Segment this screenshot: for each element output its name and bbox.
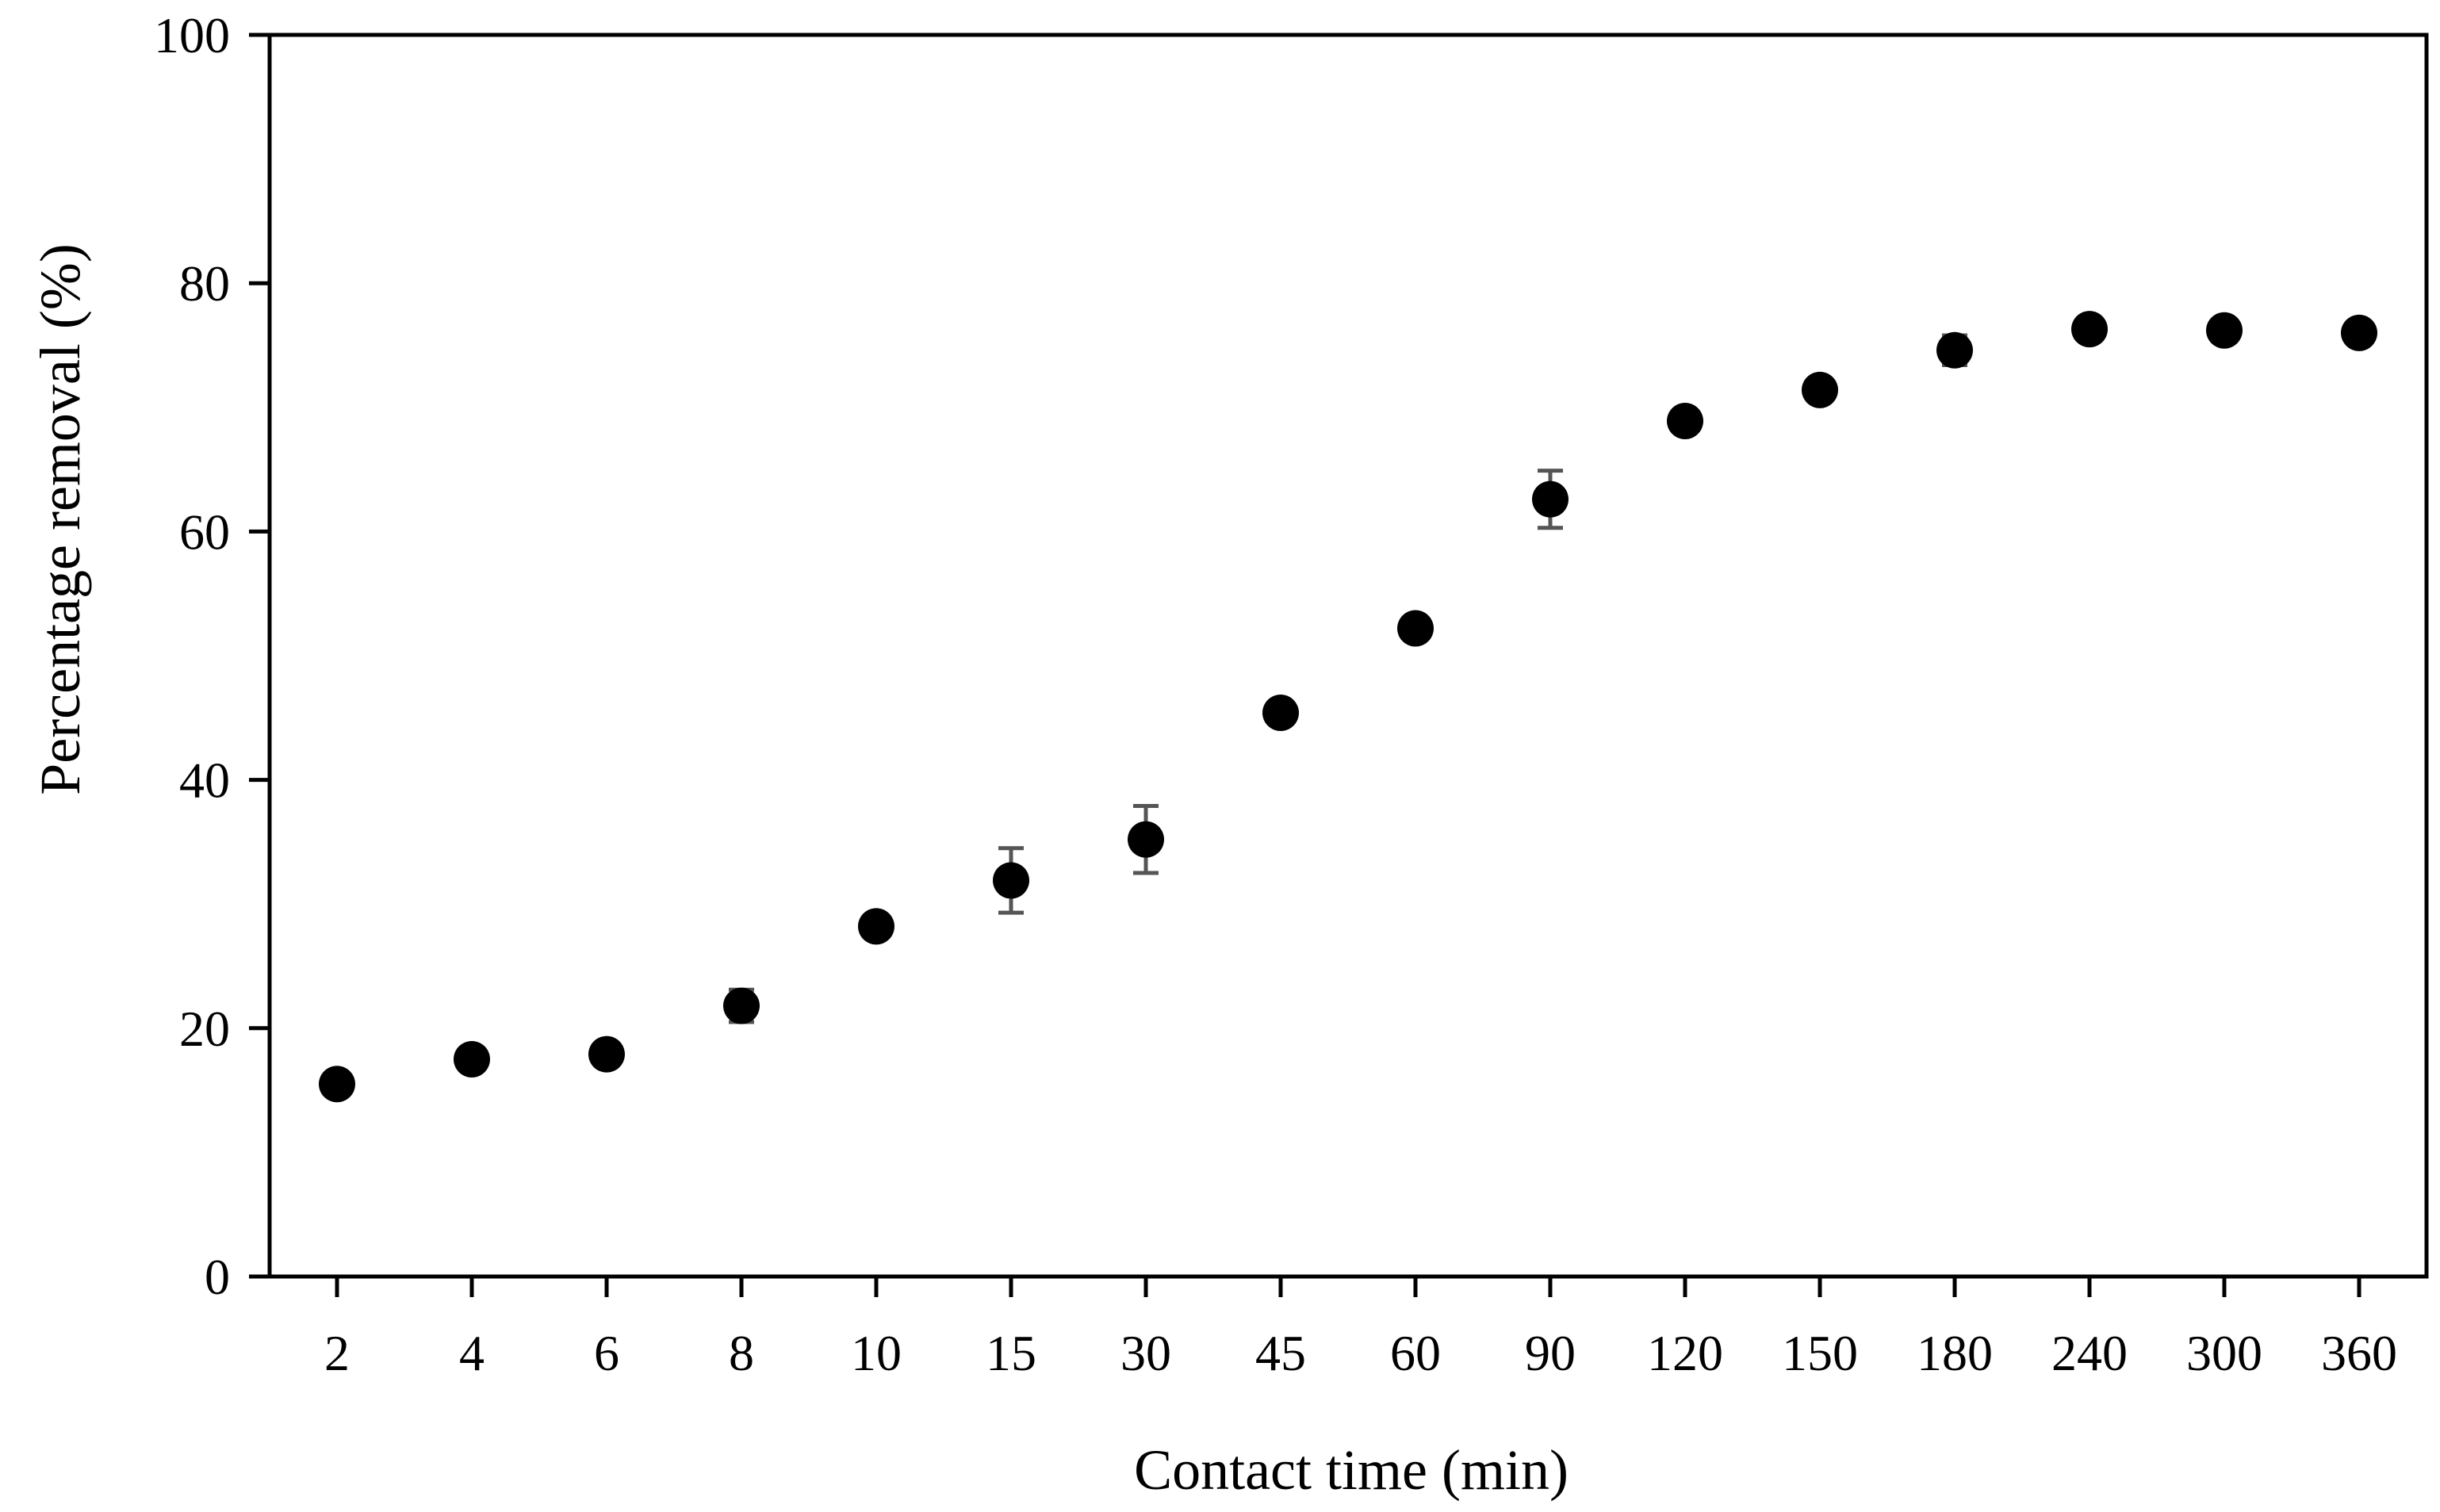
- x-tick-label: 180: [1917, 1325, 1993, 1381]
- data-point: [1532, 480, 1569, 518]
- x-tick-label: 45: [1255, 1325, 1306, 1381]
- data-point: [858, 908, 894, 945]
- y-tick-label: 0: [205, 1249, 230, 1305]
- data-point: [723, 987, 760, 1024]
- x-tick-label: 30: [1120, 1325, 1171, 1381]
- x-tick-label: 120: [1647, 1325, 1723, 1381]
- x-tick-label: 300: [2186, 1325, 2262, 1381]
- y-tick-label: 60: [179, 503, 230, 560]
- data-point: [1262, 695, 1299, 732]
- axis-labels: Contact time (min) Percentage removal (%…: [29, 243, 1569, 1502]
- axes: [267, 33, 2429, 1279]
- x-tick-label: 90: [1525, 1325, 1576, 1381]
- x-tick-label: 2: [324, 1325, 350, 1381]
- data-point: [2341, 314, 2377, 351]
- data-points: [319, 311, 2377, 1103]
- data-point: [1936, 331, 1973, 369]
- x-tick-label: 10: [851, 1325, 902, 1381]
- data-point: [588, 1035, 625, 1073]
- y-tick-label: 20: [179, 1001, 230, 1057]
- x-tick-label: 6: [594, 1325, 619, 1381]
- ticks: 0 20 40 60 80 100 2 4 6 8 10 15 30 45 60 90 120 150 180 240…: [154, 7, 2397, 1381]
- data-point: [2071, 311, 2108, 348]
- data-point: [1802, 371, 1838, 408]
- y-tick-label: 40: [179, 752, 230, 809]
- x-tick-label: 15: [986, 1325, 1036, 1381]
- x-tick-label: 150: [1782, 1325, 1858, 1381]
- y-tick-label: 80: [179, 255, 230, 312]
- data-point: [1128, 821, 1164, 858]
- data-point: [2206, 312, 2243, 349]
- x-axis-label: Contact time (min): [1134, 1438, 1569, 1502]
- y-tick-label: 100: [154, 7, 230, 63]
- x-tick-label: 4: [459, 1325, 485, 1381]
- data-point: [454, 1040, 490, 1078]
- data-point: [993, 862, 1029, 899]
- error-bars: [729, 320, 2237, 1024]
- x-tick-label: 360: [2321, 1325, 2397, 1381]
- data-point: [319, 1066, 355, 1103]
- plot-frame: [267, 33, 2429, 1279]
- x-tick-label: 240: [2051, 1325, 2128, 1381]
- data-point: [1397, 610, 1434, 647]
- y-axis-label: Percentage removal (%): [29, 243, 92, 795]
- x-tick-label: 8: [729, 1325, 754, 1381]
- x-tick-label: 60: [1390, 1325, 1441, 1381]
- data-point: [1667, 403, 1703, 440]
